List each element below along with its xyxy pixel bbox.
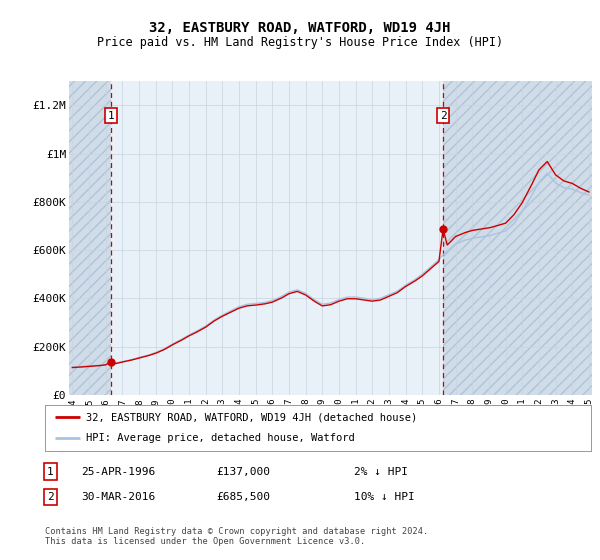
Text: 25-APR-1996: 25-APR-1996	[81, 466, 155, 477]
Text: 32, EASTBURY ROAD, WATFORD, WD19 4JH: 32, EASTBURY ROAD, WATFORD, WD19 4JH	[149, 21, 451, 35]
Bar	[64, 81, 111, 395]
Text: 32, EASTBURY ROAD, WATFORD, WD19 4JH (detached house): 32, EASTBURY ROAD, WATFORD, WD19 4JH (de…	[86, 412, 417, 422]
Bar	[443, 81, 597, 395]
Text: 1: 1	[47, 466, 53, 477]
Text: Contains HM Land Registry data © Crown copyright and database right 2024.
This d: Contains HM Land Registry data © Crown c…	[45, 527, 428, 546]
Text: 2: 2	[47, 492, 53, 502]
Text: 2: 2	[440, 111, 446, 121]
Text: Price paid vs. HM Land Registry's House Price Index (HPI): Price paid vs. HM Land Registry's House …	[97, 36, 503, 49]
Text: 30-MAR-2016: 30-MAR-2016	[81, 492, 155, 502]
Text: HPI: Average price, detached house, Watford: HPI: Average price, detached house, Watf…	[86, 433, 355, 444]
Text: £137,000: £137,000	[216, 466, 270, 477]
Text: 10% ↓ HPI: 10% ↓ HPI	[354, 492, 415, 502]
Text: 2% ↓ HPI: 2% ↓ HPI	[354, 466, 408, 477]
Text: £685,500: £685,500	[216, 492, 270, 502]
Text: 1: 1	[107, 111, 115, 121]
